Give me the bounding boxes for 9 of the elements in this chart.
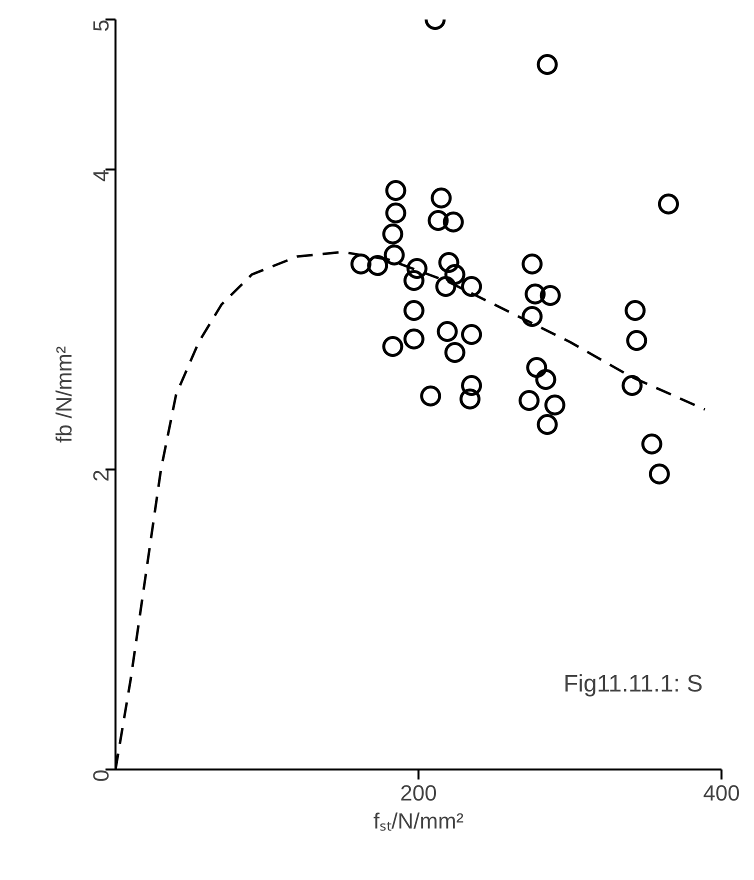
x-tick-label: 400	[703, 780, 740, 806]
y-tick-label: 0	[88, 769, 114, 782]
x-axis-title: fₛₜ/N/mm²	[373, 808, 464, 834]
x-tick-label: 200	[400, 780, 437, 806]
y-tick-label: 5	[88, 19, 114, 32]
y-axis-title: fb /N/mm²	[52, 346, 76, 443]
y-tick-label: 2	[88, 469, 114, 482]
y-tick-label: 4	[88, 169, 114, 182]
annotation: Fig11.11.1: S	[564, 670, 703, 698]
